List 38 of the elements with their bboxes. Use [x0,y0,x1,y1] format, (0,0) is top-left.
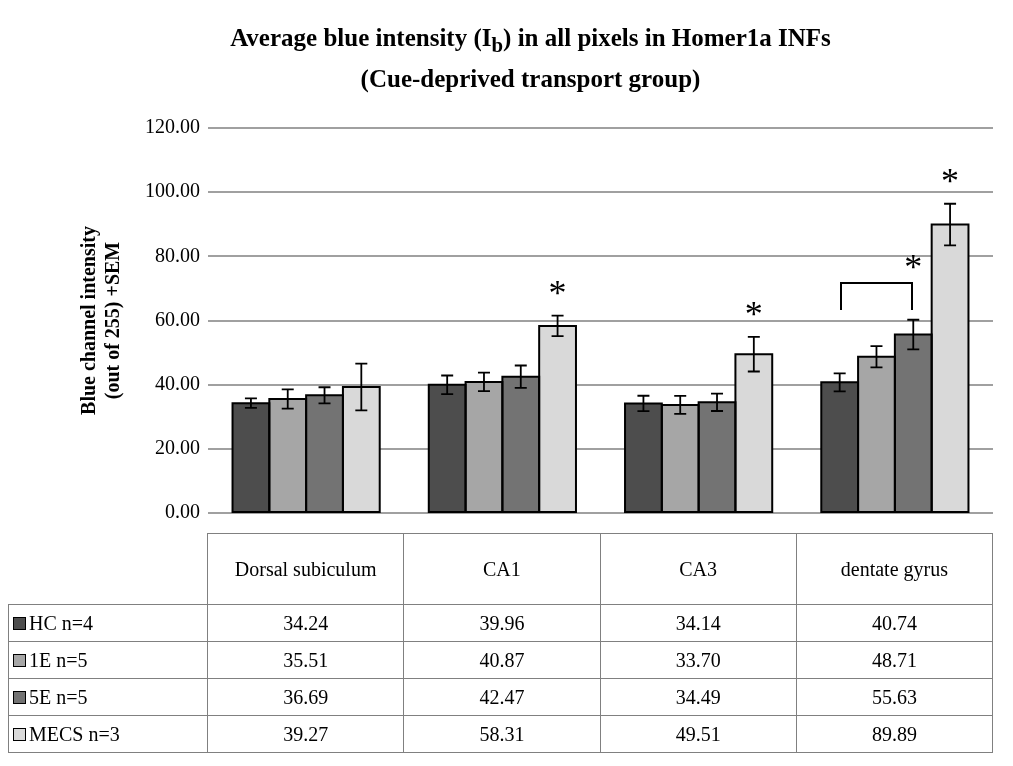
y-tick-label: 60.00 [155,307,200,330]
annotation: * [904,247,923,288]
annotation: * [548,273,567,314]
legend-label: 5E n=5 [29,685,88,709]
data-label: 34.49 [600,679,797,716]
data-label: 34.24 [208,605,405,642]
x-tick-label: dentate gyrus [796,533,993,605]
chart-subtitle: (Cue-deprived transport group) [360,63,701,95]
data-label: 39.27 [208,716,405,753]
legend-label: MECS n=3 [29,722,120,746]
x-tick-label: CA1 [404,533,601,605]
data-label: 48.71 [796,642,993,679]
y-tick-label: 120.00 [145,115,200,138]
data-label: 55.63 [796,679,993,716]
x-tick-label: Dorsal subiculum [208,533,405,605]
data-label: 42.47 [404,679,601,716]
annotation: * [744,294,763,335]
data-label: 34.14 [600,605,797,642]
data-label: 35.51 [208,642,405,679]
y-tick-label: 0.00 [165,500,200,523]
x-tick-label: CA3 [600,533,797,605]
annotation: * [941,161,960,202]
y-tick-label: 20.00 [155,436,200,459]
y-tick-label: 100.00 [145,179,200,202]
data-label: 36.69 [208,679,405,716]
legend-label: 1E n=5 [29,648,88,672]
y-axis-title: Blue channel intensity (out of 255) +SEM [77,226,125,415]
data-label: 89.89 [796,716,993,753]
data-label: 49.51 [600,716,797,753]
y-tick-label: 80.00 [155,243,200,266]
data-label: 58.31 [404,716,601,753]
y-tick-label: 40.00 [155,371,200,394]
data-label: 39.96 [404,605,601,642]
data-label: 33.70 [600,642,797,679]
data-label: 40.87 [404,642,601,679]
data-label: 40.74 [796,605,993,642]
legend-label: HC n=4 [29,611,94,635]
chart-title: Average blue intensity (I$_{b}$) in all pixels in Homer1a INFs [230,22,831,59]
